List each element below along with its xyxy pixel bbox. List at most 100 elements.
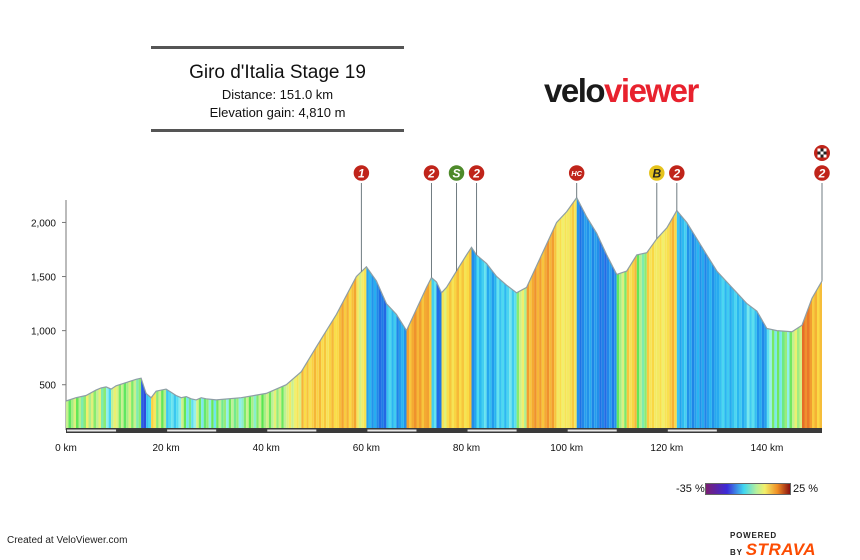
profile-segment <box>519 290 522 428</box>
profile-segment <box>546 238 550 428</box>
profile-segment <box>141 378 144 428</box>
profile-segment <box>799 325 802 428</box>
profile-segment <box>206 398 209 428</box>
profile-segment <box>784 331 787 428</box>
baseline-km-band <box>67 429 117 432</box>
profile-segment <box>253 395 257 428</box>
profile-segment <box>153 391 157 428</box>
profile-segment <box>604 249 607 428</box>
profile-segment <box>754 309 757 428</box>
profile-segment <box>681 216 685 428</box>
profile-segment <box>411 314 414 428</box>
x-tick-label: 100 km <box>550 443 583 454</box>
profile-segment <box>166 389 169 428</box>
profile-segment <box>98 388 101 428</box>
profile-segment <box>151 394 154 428</box>
profile-segment <box>173 393 177 428</box>
profile-segment <box>491 270 495 428</box>
profile-segment <box>88 392 91 428</box>
baseline-km-band <box>267 429 317 432</box>
profile-segment <box>231 398 234 428</box>
profile-segment <box>343 295 347 428</box>
profile-segment <box>303 363 307 428</box>
profile-segment <box>781 331 785 428</box>
profile-segment <box>358 271 362 428</box>
profile-segment <box>218 399 222 428</box>
profile-segment <box>706 254 710 428</box>
profile-segment <box>544 244 547 428</box>
profile-segment <box>751 307 755 428</box>
profile-segment <box>331 318 334 428</box>
profile-segment <box>606 254 610 428</box>
profile-segment <box>188 397 192 428</box>
profile-segment <box>308 355 312 428</box>
profile-segment <box>794 328 797 428</box>
profile-segment <box>158 390 162 428</box>
profile-segment <box>283 384 287 428</box>
profile-segment <box>371 273 374 428</box>
climb-marker-label: 2 <box>818 167 826 181</box>
profile-segment <box>348 286 352 428</box>
profile-segment <box>431 277 434 428</box>
profile-segment <box>211 399 214 428</box>
profile-segment <box>429 277 432 428</box>
profile-segment <box>233 398 237 428</box>
profile-segment <box>201 397 204 428</box>
profile-segment <box>716 271 720 428</box>
y-tick-label: 2,000 <box>31 218 56 229</box>
profile-segment <box>574 197 577 428</box>
profile-segment <box>383 297 387 428</box>
profile-segment <box>494 273 497 428</box>
finish-flag-square <box>823 151 827 155</box>
profile-segment <box>659 233 662 428</box>
profile-segment <box>511 289 515 428</box>
profile-segment <box>401 322 404 428</box>
profile-segment <box>524 287 527 428</box>
profile-segment <box>434 279 437 428</box>
profile-segment <box>536 260 540 428</box>
x-tick-label: 140 km <box>751 443 784 454</box>
profile-segment <box>208 399 212 428</box>
profile-segment <box>704 250 707 428</box>
profile-segment <box>529 276 532 428</box>
y-axis: 500 1,000 1,500 2,000 <box>31 200 67 430</box>
profile-segment <box>684 219 687 428</box>
profile-segment <box>802 318 805 428</box>
profile-segment <box>163 389 167 428</box>
finish-flag-square <box>817 154 821 158</box>
profile-segment <box>391 309 394 428</box>
profile-segment <box>368 270 372 428</box>
profile-segment <box>601 244 605 428</box>
profile-segment <box>766 328 770 428</box>
profile-segment <box>311 351 314 428</box>
profile-segment <box>191 398 194 428</box>
profile-segment <box>534 265 537 428</box>
profile-segment <box>123 382 127 428</box>
profile-segment <box>193 399 197 428</box>
profile-segment <box>111 387 114 428</box>
profile-segment <box>589 221 592 428</box>
profile-segment <box>409 319 412 428</box>
profile-segment <box>378 286 382 428</box>
profile-segment <box>216 399 219 428</box>
profile-segment <box>366 266 369 428</box>
profile-segment <box>168 390 172 428</box>
profile-segment <box>812 293 815 428</box>
profile-segment <box>674 210 677 428</box>
profile-segment <box>403 326 407 428</box>
profile-segment <box>759 315 762 428</box>
profile-segment <box>101 387 104 428</box>
profile-segment <box>479 257 482 428</box>
profile-segment <box>774 330 777 428</box>
profile-segment <box>446 283 449 428</box>
profile-segment <box>531 271 535 428</box>
logo-velo: velo <box>544 72 606 109</box>
profile-segment <box>66 400 69 428</box>
y-tick-label: 1,500 <box>31 273 56 284</box>
profile-segment <box>414 309 417 428</box>
profile-segment <box>581 207 585 428</box>
profile-segment <box>361 269 364 428</box>
profile-segment <box>71 398 74 428</box>
stage-title: Giro d'Italia Stage 19 <box>189 62 366 83</box>
stage-distance: Distance: 151.0 km <box>221 87 334 102</box>
